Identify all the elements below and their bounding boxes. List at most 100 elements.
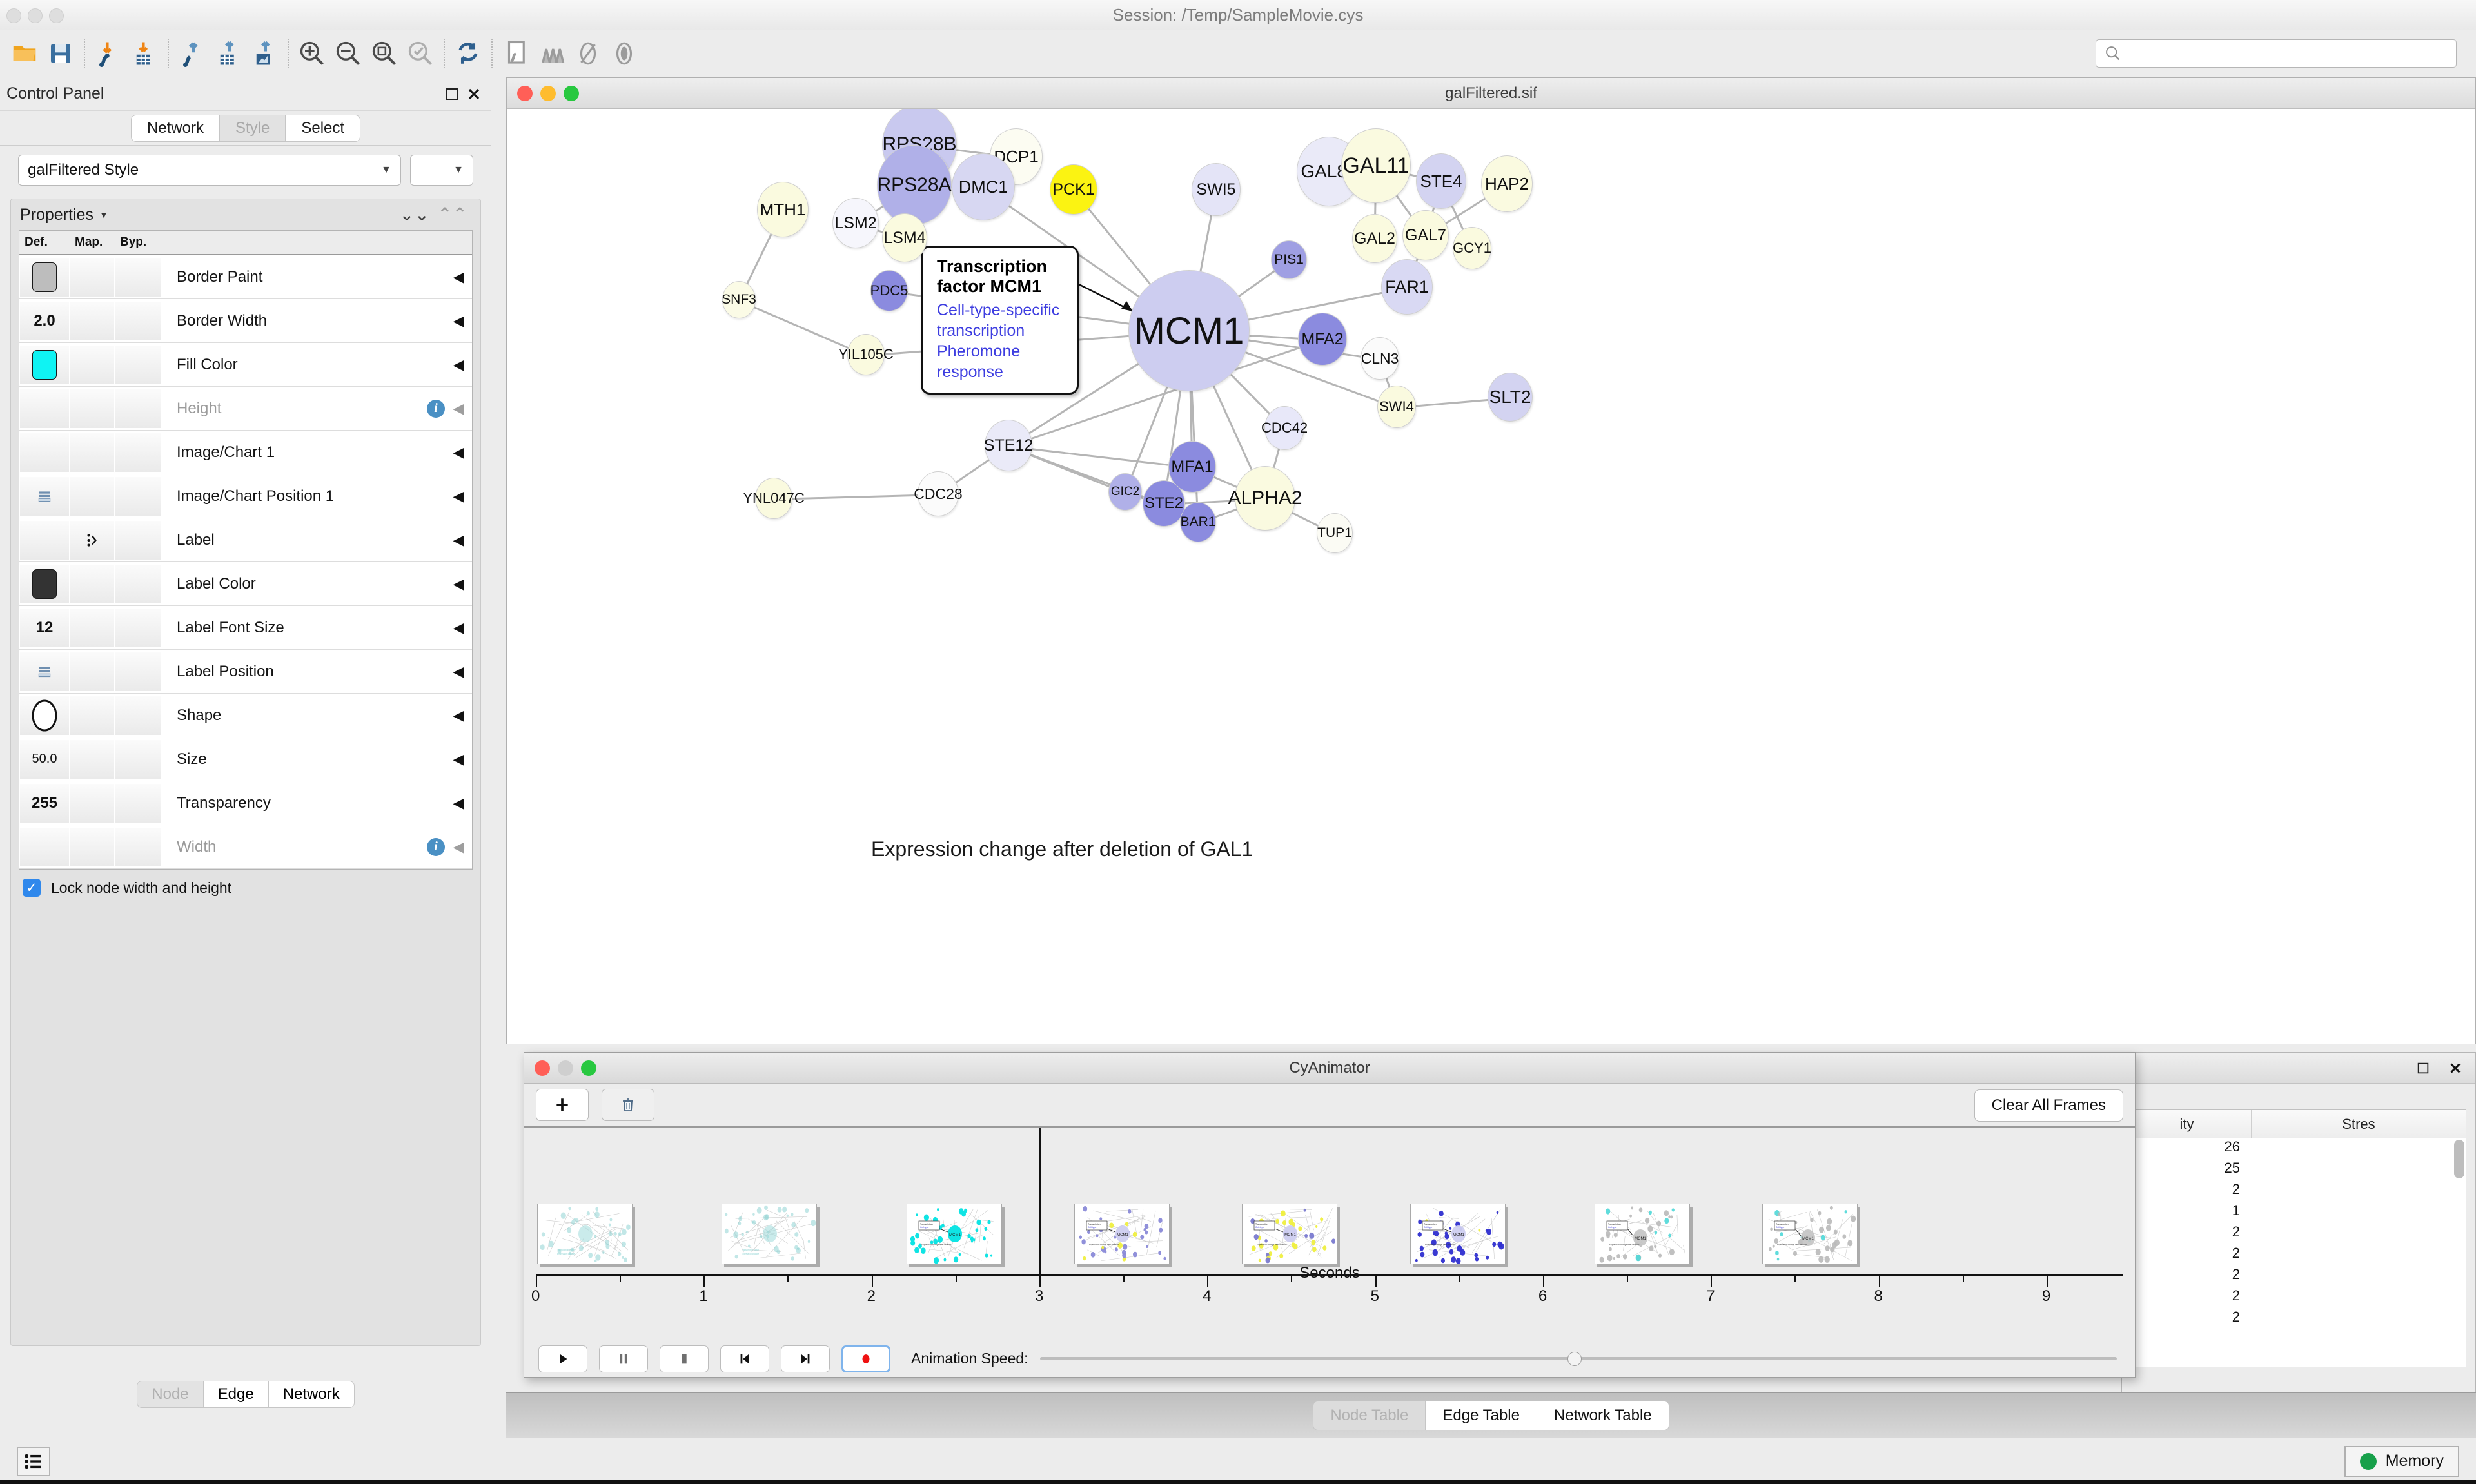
color-swatch[interactable] <box>32 262 57 292</box>
tab-node-table[interactable]: Node Table <box>1313 1400 1426 1430</box>
window-controls[interactable] <box>6 8 64 23</box>
network-node[interactable]: LSM4 <box>882 213 927 262</box>
network-node[interactable]: MCM1 <box>1128 270 1250 391</box>
search-input[interactable] <box>2122 45 2456 62</box>
timeline-playhead[interactable] <box>1039 1128 1041 1274</box>
table-row[interactable]: 1 <box>2123 1202 2466 1224</box>
property-byp-cell[interactable] <box>115 783 161 823</box>
property-row[interactable]: Shape ◀ <box>19 694 472 737</box>
export-network-icon[interactable] <box>174 35 210 72</box>
cyanimator-timeline[interactable]: Seconds 0 1 2 3 4 5 6 7 8 9 Transcription factor Ex… <box>524 1128 2135 1305</box>
list-icon[interactable] <box>17 1446 50 1476</box>
expand-arrow-icon[interactable]: ◀ <box>453 575 464 592</box>
property-row[interactable]: 255 Transparency ◀ <box>19 781 472 825</box>
close-window-dot[interactable] <box>6 8 21 23</box>
property-def-cell[interactable]: 255 <box>20 783 69 823</box>
zoom-out-icon[interactable] <box>330 35 366 72</box>
stop-icon[interactable] <box>660 1345 709 1372</box>
property-row[interactable]: Border Paint ◀ <box>19 255 472 299</box>
property-map-cell[interactable] <box>70 564 114 603</box>
network-node[interactable]: SNF3 <box>722 281 756 318</box>
tab-edge[interactable]: Edge <box>203 1381 269 1408</box>
property-def-cell[interactable] <box>20 564 69 603</box>
expand-arrow-icon[interactable]: ◀ <box>453 356 464 373</box>
network-edge[interactable] <box>738 300 867 356</box>
refresh-icon[interactable] <box>450 35 486 72</box>
table-row[interactable]: 2 <box>2123 1245 2466 1266</box>
property-map-cell[interactable] <box>70 476 114 516</box>
maximize-window-dot[interactable] <box>564 85 579 101</box>
tab-select[interactable]: Select <box>286 114 361 142</box>
network-node[interactable]: STE2 <box>1143 480 1185 527</box>
property-def-cell[interactable] <box>20 827 69 866</box>
network-node[interactable]: STE4 <box>1416 153 1466 209</box>
property-byp-cell[interactable] <box>115 345 161 384</box>
network-node[interactable]: SLT2 <box>1488 373 1533 422</box>
color-swatch[interactable] <box>32 569 57 599</box>
network-canvas[interactable]: Expression change after deletion of GAL1… <box>507 109 2475 1044</box>
property-map-cell[interactable] <box>70 827 114 866</box>
properties-menu-icon[interactable]: ▼ <box>99 210 108 220</box>
property-row[interactable]: Label Color ◀ <box>19 562 472 606</box>
info-icon[interactable]: i <box>427 837 445 856</box>
expand-arrow-icon[interactable]: ◀ <box>453 400 464 416</box>
property-map-cell[interactable] <box>70 345 114 384</box>
expand-arrow-icon[interactable]: ◀ <box>453 619 464 636</box>
timeline-frame[interactable]: MCM1 Transcription Cell-type Expression cha… <box>1074 1204 1170 1264</box>
network-node[interactable]: HAP2 <box>1481 155 1533 212</box>
network-node[interactable]: LSM2 <box>832 198 879 248</box>
property-def-cell[interactable] <box>20 520 69 560</box>
network-node[interactable]: YIL105C <box>838 334 894 375</box>
property-map-cell[interactable] <box>70 696 114 735</box>
expand-arrow-icon[interactable]: ◀ <box>453 794 464 811</box>
table-row[interactable]: 2 <box>2123 1287 2466 1309</box>
expand-arrow-icon[interactable]: ◀ <box>453 838 464 855</box>
network-node[interactable]: GCY1 <box>1453 227 1491 269</box>
network-node[interactable]: RPS28A <box>877 145 952 225</box>
property-def-cell[interactable]: 2.0 <box>20 301 69 340</box>
tab-network[interactable]: Network <box>130 114 220 142</box>
property-def-cell[interactable] <box>20 389 69 428</box>
export-table-icon[interactable] <box>210 35 246 72</box>
property-def-cell[interactable] <box>20 257 69 297</box>
property-row[interactable]: 2.0 Border Width ◀ <box>19 299 472 343</box>
network-node[interactable]: SWI4 <box>1377 386 1416 428</box>
network-node[interactable]: PIS1 <box>1271 240 1307 279</box>
property-map-cell[interactable] <box>70 301 114 340</box>
table-row[interactable]: 26 <box>2123 1138 2466 1160</box>
info-icon[interactable]: i <box>427 399 445 418</box>
table-row[interactable]: 2 <box>2123 1224 2466 1245</box>
close-window-dot[interactable] <box>517 85 533 101</box>
property-byp-cell[interactable] <box>115 257 161 297</box>
trash-icon[interactable] <box>602 1089 654 1121</box>
expand-arrow-icon[interactable]: ◀ <box>453 444 464 460</box>
style-options-menu[interactable]: ▼ <box>410 155 473 186</box>
property-def-cell[interactable]: 50.0 <box>20 739 69 779</box>
layout-icon[interactable] <box>534 35 570 72</box>
maximize-window-dot[interactable] <box>581 1060 596 1076</box>
style-select[interactable]: galFiltered Style ▼ <box>18 155 401 186</box>
memory-status-button[interactable]: Memory <box>2344 1445 2459 1477</box>
network-node[interactable]: PCK1 <box>1050 164 1097 215</box>
expand-arrow-icon[interactable]: ◀ <box>453 750 464 767</box>
table-row[interactable]: 2 <box>2123 1309 2466 1330</box>
property-def-cell[interactable]: 12 <box>20 608 69 647</box>
property-row[interactable]: Width i ◀ <box>19 825 472 869</box>
clear-all-frames-button[interactable]: Clear All Frames <box>1974 1089 2123 1122</box>
property-byp-cell[interactable] <box>115 389 161 428</box>
table-row[interactable]: 25 <box>2123 1160 2466 1181</box>
record-icon[interactable] <box>841 1345 890 1372</box>
network-edge[interactable] <box>773 494 939 500</box>
restore-icon[interactable] <box>2413 1059 2433 1078</box>
property-byp-cell[interactable] <box>115 652 161 691</box>
network-node[interactable]: ALPHA2 <box>1228 466 1302 531</box>
plus-icon[interactable] <box>536 1089 589 1121</box>
minimize-window-dot[interactable] <box>28 8 43 23</box>
network-node[interactable]: GIC2 <box>1108 473 1142 511</box>
property-map-cell[interactable] <box>70 520 114 560</box>
maximize-window-dot[interactable] <box>49 8 64 23</box>
collapse-all-icon[interactable]: ⌃⌃ <box>437 204 467 224</box>
close-icon[interactable] <box>463 83 485 105</box>
play-icon[interactable] <box>538 1345 587 1372</box>
network-node[interactable]: CDC42 <box>1261 406 1308 450</box>
